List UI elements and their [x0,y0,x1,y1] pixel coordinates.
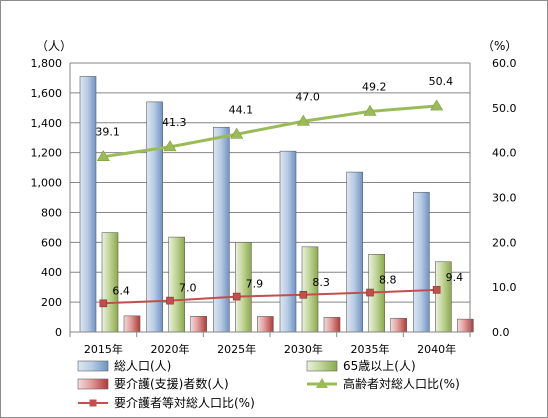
data-label-elderly-ratio: 50.4 [429,75,454,88]
y-right-tick-label: 50.0 [492,102,517,115]
legend-marker [89,399,97,407]
bar-care-recipients [190,316,207,333]
bar-care-recipients [323,317,341,333]
bar-age-65-plus [301,246,319,333]
line-care-ratio [103,288,437,305]
bar-care-recipients [390,317,407,333]
data-label-care-ratio: 9.4 [446,271,464,284]
legend-label: 65歳以上(人) [343,359,416,373]
y-left-tick-label: 1,800 [31,57,63,70]
x-tick-label: 2040年 [417,342,456,356]
data-label-care-ratio: 6.4 [112,284,130,297]
legend-label: 高齢者対総人口比(%) [343,376,460,391]
y-right-tick-label: 60.0 [492,57,517,70]
data-label-care-ratio: 7.0 [179,282,197,295]
data-label-elderly-ratio: 47.0 [295,90,320,103]
y-right-tick-label: 0.0 [492,326,510,339]
line-elderly-ratio [103,104,437,159]
x-tick-label: 2030年 [284,342,323,356]
data-label-elderly-ratio: 49.2 [362,80,387,93]
legend-label: 要介護(支援)者数(人) [114,376,229,391]
point-care-ratio [232,292,241,301]
y-right-tick-label: 10.0 [492,281,517,294]
point-care-ratio [299,290,308,299]
y-left-tick-label: 0 [55,326,62,339]
bar-total-population [146,101,163,333]
point-elderly-ratio [230,127,244,139]
bar-care-recipients [257,316,274,333]
legend-label: 要介護者等対総人口比(%) [114,395,255,410]
data-label-elderly-ratio: 44.1 [229,103,254,116]
point-care-ratio [432,286,441,294]
y-left-tick-label: 1,200 [31,147,63,160]
bar-care-recipients [457,318,474,333]
legend-marker [316,378,328,388]
y-right-tick-label: 40.0 [492,147,517,160]
y-left-tick-label: 1,600 [31,87,63,100]
x-tick-label: 2015年 [84,342,123,356]
bar-total-population [346,171,363,333]
y-left-tick-label: 800 [41,206,62,219]
y-left-tick-label: 400 [41,266,62,279]
bar-total-population [413,191,430,333]
point-elderly-ratio [430,99,444,111]
bar-total-population [279,150,297,333]
point-care-ratio [366,288,374,297]
y-left-tick-label: 200 [41,296,62,309]
y-left-tick-label: 600 [41,236,62,249]
y-right-tick-label: 30.0 [492,192,517,205]
legend-swatch [77,360,109,372]
legend-swatch [77,378,109,390]
data-label-elderly-ratio: 41.3 [162,116,187,129]
x-tick-label: 2020年 [151,342,190,356]
bar-total-population [213,126,230,333]
data-label-care-ratio: 8.3 [312,276,330,289]
y-left-tick-label: 1,000 [31,177,63,190]
x-tick-label: 2035年 [351,342,390,356]
point-elderly-ratio [296,114,310,126]
bar-total-population [79,76,97,333]
legend-swatch [306,360,338,372]
point-elderly-ratio [363,104,377,116]
y-right-tick-label: 20.0 [492,236,517,249]
point-care-ratio [99,299,108,308]
bar-care-recipients [123,315,141,333]
point-care-ratio [166,296,174,305]
x-tick-label: 2025年 [217,342,256,356]
y-left-tick-label: 1,400 [31,117,63,130]
y-right-unit: （%） [482,39,517,53]
data-label-care-ratio: 7.9 [246,278,264,291]
y-left-unit: （人） [36,39,72,53]
data-label-elderly-ratio: 39.1 [95,126,120,139]
bar-age-65-plus [101,232,119,333]
data-label-care-ratio: 8.8 [379,274,397,287]
legend-label: 総人口(人) [114,359,171,373]
point-elderly-ratio [163,140,177,152]
point-elderly-ratio [96,150,110,162]
